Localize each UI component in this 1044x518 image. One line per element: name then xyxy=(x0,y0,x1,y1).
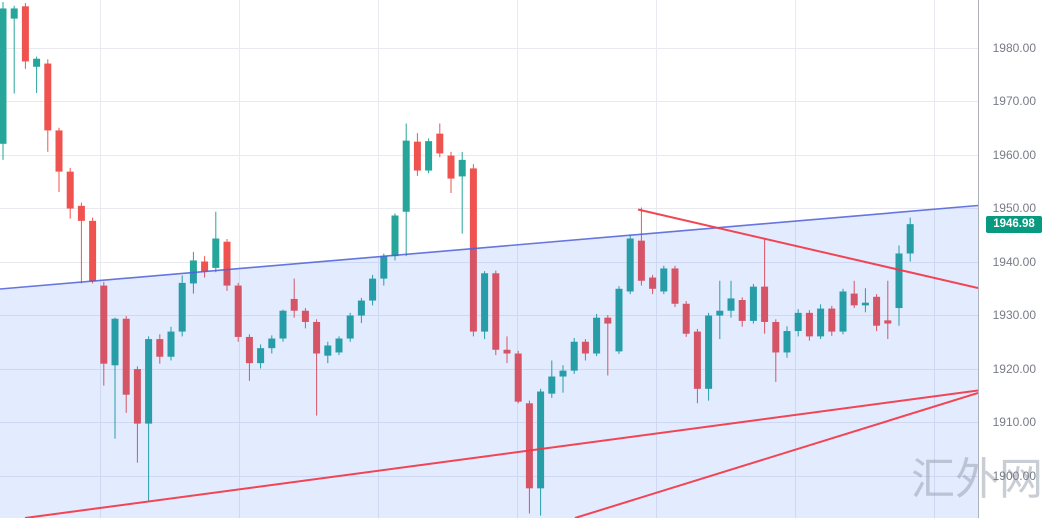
candle xyxy=(604,315,612,376)
price-axis-tick: 1970.00 xyxy=(992,94,1036,108)
candlestick-chart[interactable] xyxy=(0,0,978,518)
candle xyxy=(671,265,679,307)
candle xyxy=(369,274,377,306)
candle xyxy=(492,270,500,356)
candle xyxy=(738,297,746,327)
candle xyxy=(794,309,802,337)
candle xyxy=(772,319,780,382)
candle xyxy=(55,127,63,192)
price-axis-tick: 1950.00 xyxy=(992,201,1036,215)
price-axis[interactable] xyxy=(978,0,1043,518)
candle xyxy=(637,207,645,286)
candle xyxy=(469,164,477,337)
candle xyxy=(514,350,522,404)
candle xyxy=(167,326,175,361)
candle xyxy=(458,151,466,234)
candle xyxy=(828,305,836,336)
candle xyxy=(705,312,713,401)
candle xyxy=(447,151,455,194)
price-axis-tick: 1930.00 xyxy=(992,308,1036,322)
candle xyxy=(906,217,914,262)
candle xyxy=(850,280,858,309)
candle xyxy=(749,283,757,324)
candle xyxy=(100,281,108,386)
price-axis-tick: 1960.00 xyxy=(992,147,1036,162)
candle xyxy=(873,294,881,332)
candle xyxy=(649,274,657,295)
candle xyxy=(279,309,287,342)
grid xyxy=(0,0,978,518)
candle xyxy=(413,133,421,176)
red-trendlines[interactable] xyxy=(24,208,978,518)
price-axis-tick: 1980.00 xyxy=(992,40,1036,55)
candle xyxy=(313,319,321,416)
candle xyxy=(156,334,164,364)
candle xyxy=(122,316,130,413)
candle xyxy=(525,400,533,514)
candle xyxy=(682,301,690,337)
candle xyxy=(89,217,97,284)
candle xyxy=(548,360,556,398)
candle xyxy=(817,304,825,340)
candle xyxy=(481,271,489,340)
candle xyxy=(66,167,74,219)
price-axis-tick: 1920.00 xyxy=(992,361,1036,376)
candle xyxy=(145,336,153,502)
candle xyxy=(727,280,735,318)
candle xyxy=(10,5,18,94)
candle xyxy=(77,202,85,284)
blue-trend-overlay[interactable] xyxy=(0,204,978,518)
price-axis-tick: 1940.00 xyxy=(992,254,1036,269)
candle xyxy=(201,256,209,278)
candle xyxy=(884,280,892,340)
candle xyxy=(335,336,343,356)
candle xyxy=(895,245,903,326)
last-price-badge: 1946.98 xyxy=(986,215,1042,233)
candle xyxy=(660,265,668,295)
candle xyxy=(716,280,724,340)
candle xyxy=(257,344,265,369)
price-axis-labels: 1980.00 1970.00 1960.00 1950.00 1940.00 1930.… xyxy=(978,0,1043,518)
candle xyxy=(178,275,186,337)
candle xyxy=(761,238,769,334)
candle xyxy=(436,123,444,158)
candle xyxy=(133,366,141,463)
candle xyxy=(290,278,298,318)
candle xyxy=(324,341,332,364)
candle xyxy=(693,328,701,404)
candle xyxy=(805,310,813,341)
candle xyxy=(234,282,242,342)
candle xyxy=(223,239,231,291)
candle xyxy=(21,3,29,69)
price-axis-tick: 1900.00 xyxy=(992,468,1036,483)
candle xyxy=(839,288,847,335)
candle xyxy=(581,339,589,361)
candle xyxy=(626,234,634,295)
candle xyxy=(503,336,511,364)
candle xyxy=(33,56,41,93)
price-axis-tick: 1910.00 xyxy=(992,415,1036,429)
candle xyxy=(783,326,791,358)
candle xyxy=(44,59,52,152)
candle xyxy=(301,308,309,329)
candle xyxy=(346,312,354,342)
candle xyxy=(402,123,410,257)
candle xyxy=(391,213,399,261)
candle xyxy=(111,317,119,439)
candle xyxy=(570,338,578,374)
candle xyxy=(212,211,220,273)
candle xyxy=(380,253,388,286)
candle xyxy=(593,313,601,357)
candles xyxy=(0,2,914,516)
candle xyxy=(861,288,869,313)
candle xyxy=(425,138,433,174)
candle xyxy=(615,286,623,355)
candle xyxy=(245,334,253,381)
candle xyxy=(268,335,276,354)
candle xyxy=(559,365,567,393)
candle xyxy=(357,297,365,324)
candle xyxy=(537,388,545,516)
candle xyxy=(0,2,7,160)
